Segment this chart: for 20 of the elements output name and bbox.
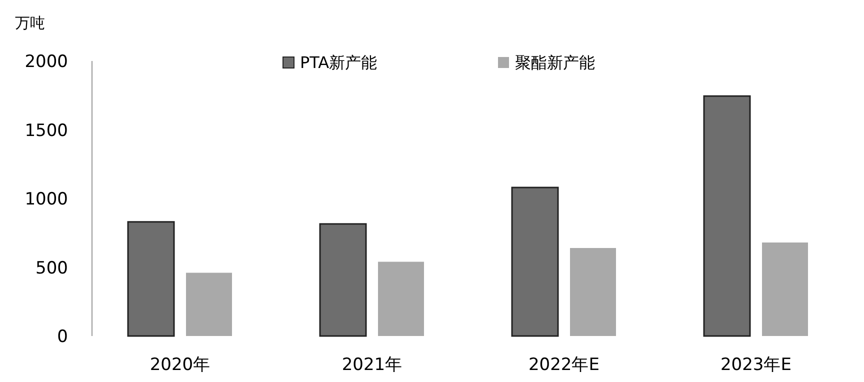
y-tick-label: 2000: [24, 52, 68, 72]
legend-label: PTA新产能: [300, 53, 378, 72]
bar: [762, 242, 808, 336]
y-tick-label: 0: [57, 327, 68, 347]
bar: [570, 248, 616, 336]
bar: [186, 272, 232, 336]
y-tick-label: 500: [36, 258, 68, 278]
y-tick-label: 1000: [24, 190, 68, 210]
x-tick-label: 2023年E: [720, 355, 792, 375]
bar: [511, 186, 559, 337]
x-tick-label: 2020年: [150, 355, 210, 375]
x-tick-label: 2021年: [342, 355, 402, 375]
y-tick-label: 1500: [24, 120, 68, 141]
bar: [703, 95, 751, 337]
legend-label: 聚酯新产能: [515, 53, 595, 72]
bar: [127, 221, 175, 337]
bar: [378, 262, 424, 336]
y-axis-title: 万吨: [15, 14, 45, 32]
x-tick-label: 2022年E: [528, 355, 600, 375]
bar: [319, 223, 367, 337]
